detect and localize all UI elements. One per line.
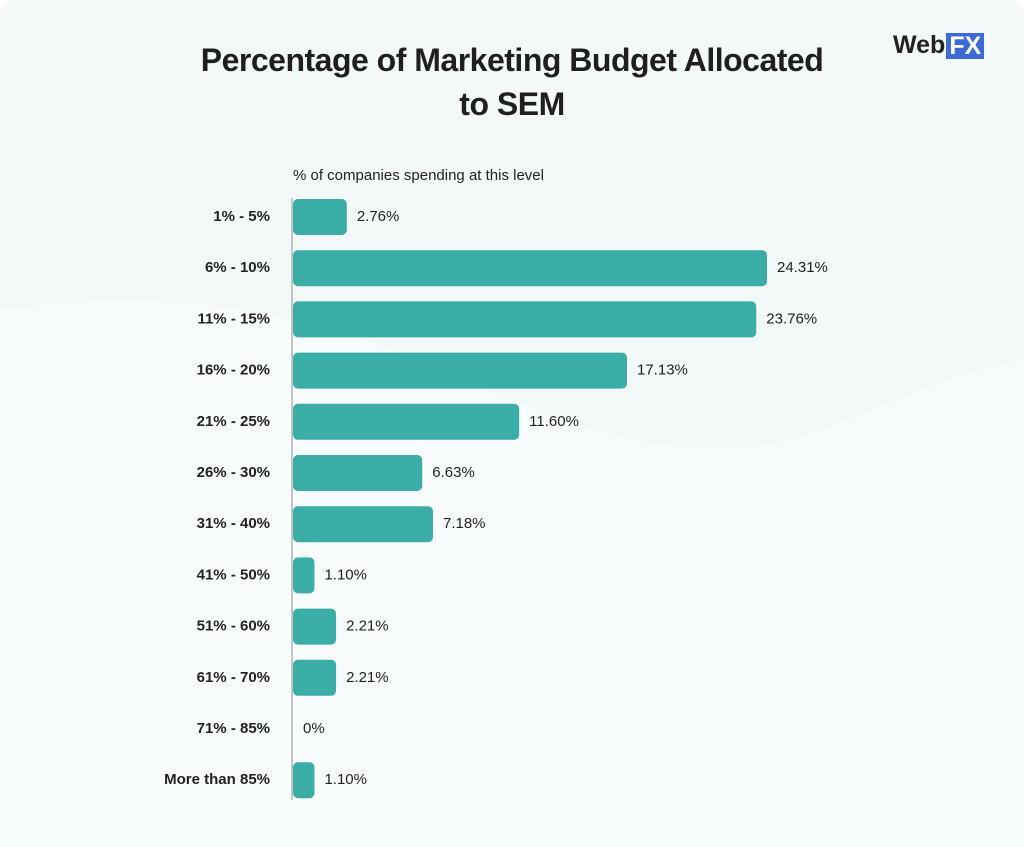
category-label: 1% - 5%: [213, 208, 270, 225]
category-label: 26% - 30%: [197, 464, 270, 481]
bar: [293, 455, 423, 491]
bar: [293, 762, 315, 799]
bar: [293, 199, 347, 235]
value-label: 1.10%: [324, 771, 367, 788]
wave: [0, 300, 1024, 847]
value-label: 2.76%: [357, 208, 400, 225]
category-label: 41% - 50%: [197, 566, 270, 583]
bar: [293, 608, 337, 645]
bar: [293, 403, 520, 440]
chart-title: Percentage of Marketing Budget Allocated…: [200, 42, 824, 122]
value-label: 0%: [303, 720, 325, 737]
category-label: More than 85%: [164, 771, 270, 788]
value-label: 1.10%: [324, 566, 367, 583]
bar: [293, 557, 315, 594]
bar: [293, 352, 628, 389]
value-label: 2.21%: [346, 618, 389, 635]
category-label: 11% - 15%: [197, 310, 270, 327]
bar: [293, 301, 757, 338]
value-label: 7.18%: [443, 515, 486, 532]
category-label: 6% - 10%: [205, 259, 270, 276]
logo-text: Web: [893, 31, 946, 59]
category-label: 31% - 40%: [197, 515, 270, 532]
logo: Web FX: [893, 31, 985, 60]
bar: [293, 250, 767, 287]
category-label: 16% - 20%: [197, 362, 270, 379]
value-label: 24.31%: [777, 259, 828, 276]
value-label: 23.76%: [766, 310, 817, 327]
subtitle: % of companies spending at this level: [293, 167, 544, 184]
value-label: 6.63%: [432, 464, 475, 481]
logo-box: FX: [946, 32, 985, 59]
category-label: 61% - 70%: [197, 669, 270, 686]
value-label: 17.13%: [637, 362, 688, 379]
category-label: 71% - 85%: [197, 720, 270, 737]
bar: [293, 659, 337, 696]
bar: [293, 506, 433, 543]
value-label: 2.21%: [346, 669, 389, 686]
category-label: 21% - 25%: [197, 413, 270, 430]
category-label: 51% - 60%: [197, 618, 270, 635]
value-label: 11.60%: [529, 413, 579, 430]
